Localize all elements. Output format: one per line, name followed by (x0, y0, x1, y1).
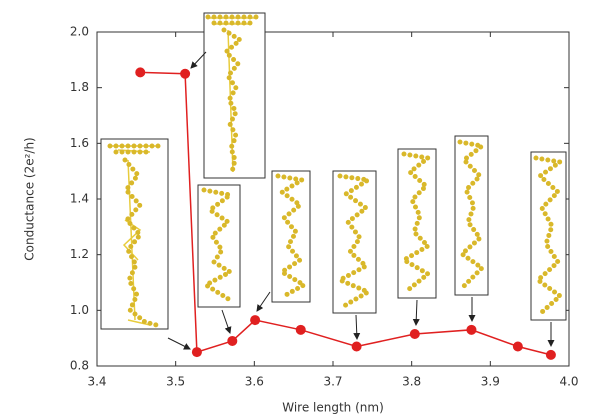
x-tick-label: 3.9 (481, 375, 500, 389)
y-tick-label: 0.8 (70, 359, 89, 373)
data-point (135, 67, 146, 78)
data-point (250, 315, 261, 326)
inset (332, 170, 377, 340)
data-point (466, 324, 477, 335)
inset (190, 12, 266, 179)
y-tick-label: 1.8 (70, 80, 89, 94)
plot-area: 3.4 3.5 3.6 3.7 3.8 3.9 4.0 0.8 1.0 1.2 1.4 1.6 1.8 2… (70, 25, 579, 389)
x-axis-title: Wire length (nm) (282, 401, 384, 415)
x-tick-label: 4.0 (559, 375, 578, 389)
x-tick-label: 3.4 (87, 375, 106, 389)
inset (454, 135, 489, 322)
inset (100, 138, 191, 350)
y-tick-label: 1.4 (70, 192, 89, 206)
data-point (545, 349, 556, 360)
y-tick-label: 1.0 (70, 303, 89, 317)
insets (100, 12, 567, 350)
x-tick-label: 3.8 (402, 375, 421, 389)
inset (530, 151, 567, 347)
y-tick-label: 2.0 (70, 25, 89, 39)
data-point (227, 335, 238, 346)
data-point (191, 347, 202, 358)
inset (197, 184, 241, 334)
y-tick-label: 1.2 (70, 247, 89, 261)
data-point (351, 341, 362, 352)
x-tick-label: 3.7 (323, 375, 342, 389)
x-tick-label: 3.5 (166, 375, 185, 389)
data-point (512, 341, 523, 352)
data-point (180, 68, 191, 79)
data-point (295, 324, 306, 335)
inset (256, 170, 311, 312)
y-tick-label: 1.6 (70, 136, 89, 150)
data-point (409, 328, 420, 339)
inset (397, 148, 437, 326)
y-axis-title: Conductance (2e²/h) (23, 137, 37, 260)
x-tick-label: 3.6 (245, 375, 264, 389)
